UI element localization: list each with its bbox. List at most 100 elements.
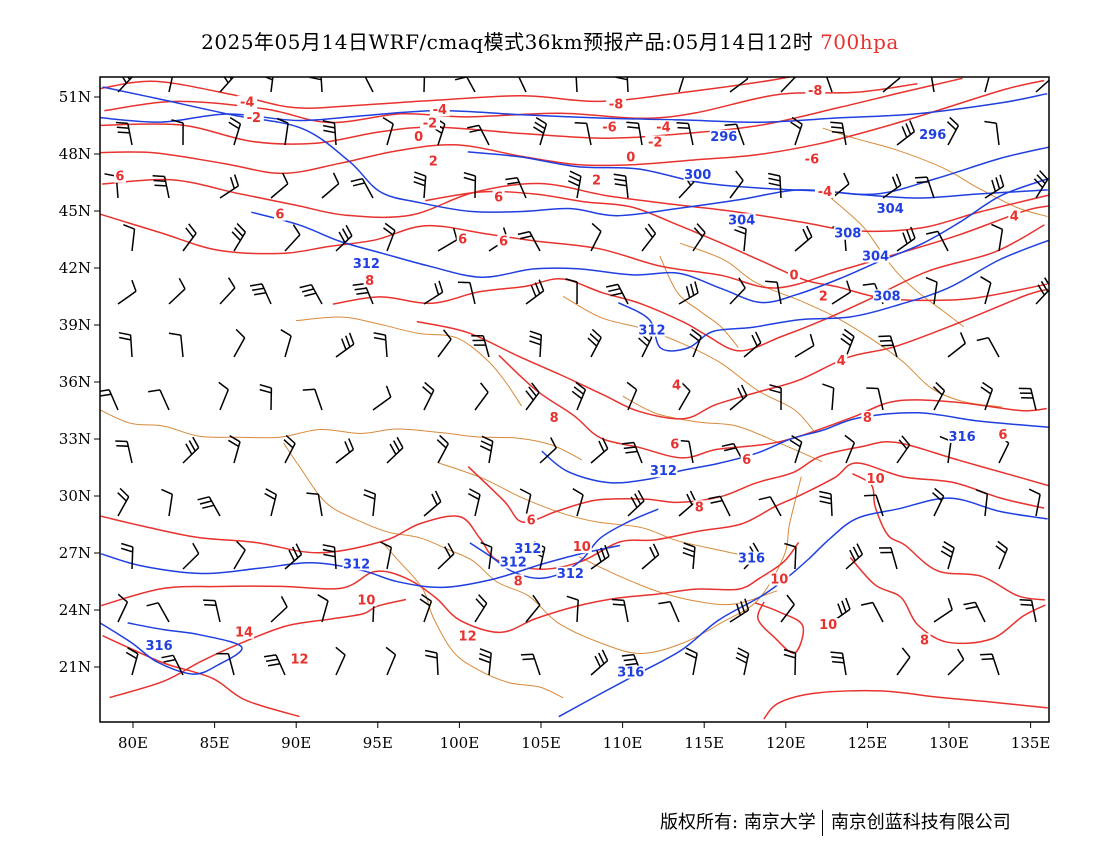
height-label-bg [556, 566, 585, 580]
lon-tick-label: 125E [848, 734, 888, 752]
boundary-line [659, 255, 739, 348]
wind-barb [479, 435, 494, 464]
wind-barb [364, 77, 374, 93]
temperature-contour [100, 462, 1045, 570]
wind-barb [263, 654, 286, 676]
wind-barb [790, 116, 803, 146]
boundary-line [283, 442, 802, 655]
temperature-label: -2 [423, 117, 437, 132]
temperature-contour [104, 83, 918, 124]
wind-barb [925, 276, 938, 305]
wind-barb [882, 173, 902, 199]
lat-tick-label: 48N [59, 145, 91, 163]
wind-barb [424, 649, 439, 676]
temperature-label: 8 [550, 411, 559, 426]
height-contour [618, 239, 1049, 352]
temperature-label-bg [497, 234, 510, 248]
wind-barb [932, 487, 945, 517]
wind-barb [233, 540, 246, 570]
wind-barb [182, 436, 200, 464]
wind-barb [708, 495, 731, 517]
lat-tick-label: 33N [59, 430, 91, 448]
wind-barb [283, 434, 296, 464]
wind-barb [474, 594, 488, 623]
temperature-label-bg [815, 184, 835, 198]
wind-barb [878, 335, 898, 358]
temperature-label-bg [571, 540, 592, 554]
temperature-label-bg [668, 437, 681, 451]
lon-tick-label: 95E [363, 734, 393, 752]
temperature-label-bg [492, 190, 505, 204]
wind-barb [729, 384, 748, 411]
wind-barb [896, 120, 916, 146]
wind-barb [219, 77, 235, 93]
temperature-label: 10 [573, 540, 591, 555]
wind-barb [729, 77, 749, 93]
temperature-label: 2 [592, 174, 601, 189]
temperature-contour [849, 556, 1046, 645]
wind-barb [228, 116, 242, 146]
wind-barb [822, 383, 835, 411]
temperature-label-bg [740, 452, 753, 466]
wind-barb [980, 381, 994, 411]
height-label-bg [918, 127, 947, 141]
wind-barb [658, 601, 680, 623]
wind-barb [423, 490, 442, 517]
height-label-bg [861, 249, 890, 263]
wind-barb [926, 230, 949, 252]
height-label: 312 [514, 542, 541, 557]
wind-barb [146, 602, 170, 623]
wind-barb [171, 119, 184, 146]
wind-barb [1035, 79, 1049, 93]
wind-barb [117, 593, 129, 623]
wind-barb [478, 648, 492, 676]
wind-barb [317, 594, 329, 623]
wind-barb [203, 599, 221, 623]
height-label: 300 [684, 168, 711, 183]
wind-barb [219, 174, 240, 199]
wind-barb [118, 331, 133, 358]
temperature-label: 8 [863, 411, 872, 426]
wind-barb [932, 381, 946, 411]
temperature-label: 6 [527, 514, 536, 529]
temperature-label: 0 [626, 151, 635, 166]
temperature-label: 10 [770, 573, 788, 588]
wind-barb [380, 541, 393, 570]
temperature-label: -6 [602, 120, 616, 135]
lon-tick-label: 135E [1011, 734, 1051, 752]
wind-barb [197, 496, 221, 517]
wind-barb [575, 77, 578, 93]
lon-tick-label: 90E [281, 734, 311, 752]
temperature-contour [109, 598, 407, 699]
boundary-line [381, 541, 564, 699]
wind-barb [228, 435, 241, 464]
wind-barb [385, 646, 397, 676]
height-label: 304 [862, 250, 889, 265]
wind-barb [896, 435, 911, 464]
wind-barb [684, 647, 698, 676]
wind-barb [980, 276, 992, 305]
height-label-bg [499, 555, 528, 569]
lon-tick-label: 110E [603, 734, 643, 752]
wind-barb [437, 228, 458, 252]
wind-barb [480, 541, 493, 570]
boundary-line [679, 242, 1002, 408]
height-label: 304 [877, 202, 904, 217]
wind-barb [437, 329, 452, 358]
wind-barb [963, 601, 986, 623]
height-label: 312 [650, 464, 677, 479]
wind-barb [525, 382, 540, 411]
temperature-contour [102, 178, 1049, 233]
wind-barb [789, 434, 803, 464]
wind-barb [249, 283, 272, 305]
wind-barb [505, 177, 527, 199]
height-label: 312 [353, 257, 380, 272]
temperature-contour [763, 689, 1048, 720]
lat-tick-label: 51N [59, 88, 91, 106]
lat-tick-label: 39N [59, 316, 91, 334]
wind-barb [914, 176, 935, 199]
temperature-label: -4 [656, 120, 670, 135]
wind-barb [571, 381, 587, 411]
wind-barb [590, 649, 609, 676]
